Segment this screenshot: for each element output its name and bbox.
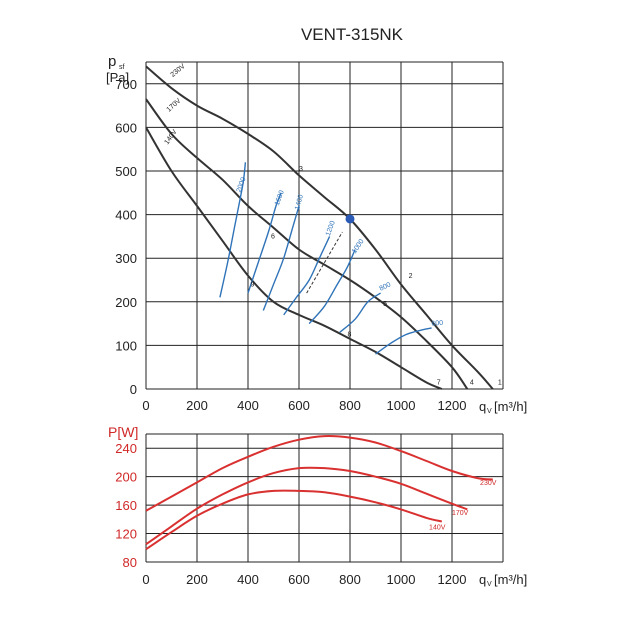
bottom-x-tick-label: 1000	[387, 572, 416, 587]
bottom-x-tick-label: 200	[186, 572, 208, 587]
bottom-x-tick-label: 800	[339, 572, 361, 587]
bottom-speed-label: 230V	[480, 480, 497, 487]
top-series-line-170V	[145, 98, 469, 390]
top-dashed-line	[306, 231, 343, 294]
top-series-line-140V	[145, 126, 443, 390]
bottom-speed-label: 140V	[429, 524, 446, 531]
bottom-y-tick-label: 240	[115, 441, 137, 456]
bottom-series-line-140V	[145, 489, 443, 551]
bottom-xlabel-main: q	[479, 572, 486, 587]
top-rpm-label: 800	[378, 281, 392, 292]
top-rpm-label: 1200	[325, 220, 337, 237]
top-point-label: 3	[299, 166, 303, 173]
top-y-tick-label: 500	[115, 164, 137, 179]
top-xlabel-unit: [m³/h]	[494, 399, 527, 414]
rpm-curve-600	[375, 327, 432, 355]
top-x-tick-label: 1200	[438, 398, 467, 413]
bottom-series-line-230V	[145, 435, 493, 512]
bottom-series-line-170V	[145, 466, 468, 546]
bottom-x-tick-label: 600	[288, 572, 310, 587]
rpm-curve-1400	[262, 205, 300, 311]
top-x-axis-label: q V [m³/h]	[479, 399, 527, 415]
top-y-tick-label: 400	[115, 208, 137, 223]
bottom-speed-label: 170V	[452, 510, 469, 517]
top-x-tick-label: 0	[142, 398, 149, 413]
top-y-tick-label: 600	[115, 120, 137, 135]
chart-title: VENT-315NK	[301, 25, 404, 44]
top-speed-label: 230V	[170, 63, 187, 79]
bottom-y-tick-label: 80	[123, 555, 137, 570]
top-x-tick-label: 600	[288, 398, 310, 413]
bottom-xlabel-unit: [m³/h]	[494, 572, 527, 587]
bottom-series	[145, 435, 493, 551]
top-point-label: 9	[251, 282, 255, 289]
rpm-curve-1600	[247, 192, 282, 294]
bottom-x-tick-label: 400	[237, 572, 259, 587]
top-y-tick-label: 700	[115, 77, 137, 92]
bottom-tick-labels: 0 200 400 600 800 1000 1200 80 120 160 200 240	[115, 441, 466, 587]
top-rpm-label: 2000	[236, 176, 248, 193]
top-x-tick-label: 400	[237, 398, 259, 413]
top-y-tick-label: 200	[115, 295, 137, 310]
top-y-axis-label: p sf [Pa]	[106, 53, 129, 85]
top-ylabel-main: p	[108, 53, 116, 70]
bottom-x-tick-label: 1200	[438, 572, 467, 587]
top-rpm-label: 1400	[294, 194, 305, 211]
top-x-tick-label: 800	[339, 398, 361, 413]
operating-point	[345, 214, 355, 224]
rpm-curve-1200	[283, 236, 331, 316]
rpm-curve-1000	[308, 249, 356, 325]
bottom-grid	[145, 433, 504, 563]
bottom-y-tick-label: 160	[115, 498, 137, 513]
top-rpm-label: 1000	[351, 238, 366, 255]
bottom-xlabel-sub: V	[487, 581, 492, 588]
top-point-label: 8	[347, 332, 351, 339]
top-y-tick-label: 100	[115, 338, 137, 353]
rpm-curve-800	[339, 292, 381, 333]
top-series-line-230V	[145, 65, 494, 390]
top-ylabel-sub: sf	[119, 64, 125, 71]
top-ylabel-unit: [Pa]	[106, 70, 129, 85]
top-point-label: 4	[470, 380, 474, 387]
top-xlabel-main: q	[479, 399, 486, 414]
bottom-x-axis-label: q V [m³/h]	[479, 572, 527, 588]
top-series	[145, 65, 494, 390]
top-point-label: 2	[409, 273, 413, 280]
rpm-curve-2000	[219, 162, 247, 298]
top-rpm-label: 1600	[274, 189, 286, 206]
top-x-tick-label: 1000	[387, 398, 416, 413]
top-y-tick-label: 0	[130, 382, 137, 397]
bottom-y-tick-label: 120	[115, 527, 137, 542]
top-rpm-label: 600	[431, 320, 443, 328]
top-point-label: 6	[271, 234, 275, 241]
top-point-label: 1	[498, 380, 502, 387]
top-x-tick-label: 200	[186, 398, 208, 413]
top-grid	[145, 61, 504, 390]
top-xlabel-sub: V	[487, 408, 492, 415]
bottom-y-tick-label: 200	[115, 470, 137, 485]
top-y-tick-label: 300	[115, 251, 137, 266]
top-rpm-curves	[219, 162, 432, 355]
top-tick-labels: 0 200 400 600 800 1000 1200 0 100 200 300 400 500 600…	[115, 77, 466, 413]
top-speed-label: 170V	[166, 97, 183, 113]
bottom-x-tick-label: 0	[142, 572, 149, 587]
bottom-annotations: 230V 170V 140V	[429, 480, 497, 531]
top-point-label: 7	[437, 380, 441, 387]
top-point-label: 5	[383, 301, 387, 308]
top-speed-label: 140V	[164, 128, 179, 146]
bottom-ylabel: P[W]	[108, 424, 138, 440]
top-annotations: 230V 170V 140V 2000 1600 1400 1200 1000 800 600 1 2…	[164, 63, 502, 387]
